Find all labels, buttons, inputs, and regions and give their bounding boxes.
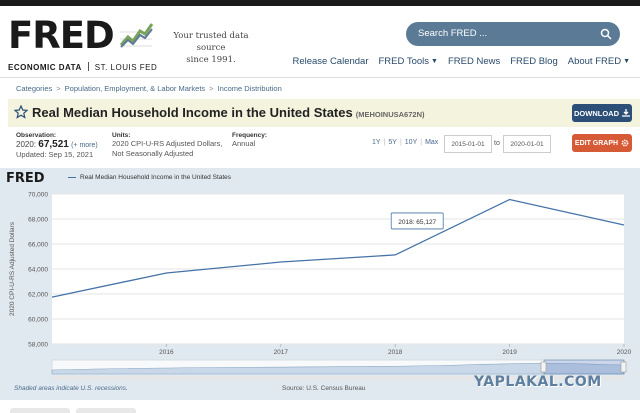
chevron-down-icon: ▼ bbox=[431, 58, 438, 65]
x-tick-label: 2018 bbox=[388, 349, 403, 356]
graph-panel: FRED Real Median Household Income in the… bbox=[0, 168, 640, 400]
date-to-label: to bbox=[494, 140, 500, 147]
legend-swatch bbox=[68, 177, 76, 178]
nav-fred-news[interactable]: FRED News bbox=[447, 56, 501, 67]
header-divider bbox=[0, 77, 640, 78]
logo-sub-right: ST. LOUIS FED bbox=[94, 63, 158, 72]
tagline: Your trusted data source since 1991. bbox=[160, 30, 262, 66]
x-tick-label: 2019 bbox=[502, 349, 517, 356]
breadcrumb-population[interactable]: Population, Employment, & Labor Markets bbox=[64, 84, 206, 93]
page-title: Real Median Household Income in the Unit… bbox=[32, 105, 424, 120]
navigator-scrollbar[interactable] bbox=[52, 376, 624, 380]
logo-subtitle: ECONOMIC DATA ST. LOUIS FED bbox=[8, 62, 157, 72]
gear-icon bbox=[621, 139, 629, 147]
search-input[interactable]: Search FRED ... bbox=[418, 28, 488, 39]
y-tick-label: 62,000 bbox=[28, 292, 48, 299]
search-bar[interactable]: Search FRED ... bbox=[406, 22, 620, 46]
updated-date: Updated: Sep 15, 2021 bbox=[16, 150, 94, 159]
range-separator: | bbox=[420, 139, 423, 146]
nav-fred-tools[interactable]: FRED Tools ▼ bbox=[379, 56, 438, 67]
y-tick-label: 70,000 bbox=[28, 192, 48, 199]
breadcrumb-income[interactable]: Income Distribution bbox=[217, 84, 282, 93]
main-nav: Release Calendar FRED Tools ▼ FRED News F… bbox=[292, 56, 630, 67]
breadcrumb-categories[interactable]: Categories bbox=[16, 84, 53, 93]
x-tick-label: 2016 bbox=[159, 349, 174, 356]
series-title: Real Median Household Income in the Unit… bbox=[32, 105, 353, 120]
frequency-label: Frequency: bbox=[232, 132, 268, 139]
x-tick-label: 2020 bbox=[617, 349, 632, 356]
navigator-selection bbox=[543, 359, 625, 375]
observation-date: 2020: bbox=[16, 140, 37, 149]
graph-legend: Real Median Household Income in the Unit… bbox=[68, 174, 231, 181]
edit-graph-label: EDIT GRAPH bbox=[574, 139, 619, 147]
observation-value: 67,521 bbox=[38, 139, 69, 150]
chevron-down-icon: ▼ bbox=[623, 58, 630, 65]
units-line1: 2020 CPI-U-RS Adjusted Dollars, bbox=[112, 139, 223, 148]
fred-logo[interactable]: FRED ECONOMIC DATA ST. LOUIS FED bbox=[8, 14, 157, 74]
breadcrumb-separator: > bbox=[209, 84, 214, 93]
units-block: Units: 2020 CPI-U-RS Adjusted Dollars, N… bbox=[112, 132, 222, 159]
y-tick-label: 64,000 bbox=[28, 267, 48, 274]
y-tick-label: 58,000 bbox=[28, 342, 48, 349]
series-title-bar: Real Median Household Income in the Unit… bbox=[8, 99, 640, 127]
logo-wordmark: FRED bbox=[8, 14, 115, 57]
range-separator: | bbox=[399, 139, 402, 146]
navigator-handle-right[interactable] bbox=[620, 361, 627, 373]
source-note: Source: U.S. Census Bureau bbox=[282, 385, 366, 392]
units-line2: Not Seasonally Adjusted bbox=[112, 149, 194, 158]
range-selector: 1Y | 5Y | 10Y | Max bbox=[372, 139, 438, 146]
top-strip bbox=[0, 0, 640, 6]
observation-label: Observation: bbox=[16, 132, 57, 139]
range-5y[interactable]: 5Y bbox=[388, 139, 397, 146]
observation-block: Observation: 2020: 67,521 (+ more) Updat… bbox=[16, 132, 98, 160]
series-id: (MEHOINUSA672N) bbox=[355, 110, 425, 119]
tooltip-text: 2018: 65,127 bbox=[398, 219, 436, 226]
nav-about-fred-label: About FRED bbox=[567, 56, 622, 67]
logo-sub-left: ECONOMIC DATA bbox=[8, 63, 82, 72]
range-1y[interactable]: 1Y bbox=[372, 139, 381, 146]
site-header: FRED ECONOMIC DATA ST. LOUIS FED Your tru… bbox=[0, 6, 640, 78]
breadcrumb-separator: > bbox=[56, 84, 61, 93]
range-max[interactable]: Max bbox=[425, 139, 439, 146]
navigator-handle-left[interactable] bbox=[540, 361, 547, 373]
x-tick-label: 2017 bbox=[274, 349, 289, 356]
y-tick-label: 66,000 bbox=[28, 242, 48, 249]
nav-release-calendar[interactable]: Release Calendar bbox=[292, 56, 369, 67]
range-10y[interactable]: 10Y bbox=[404, 139, 418, 146]
nav-fred-tools-label: FRED Tools bbox=[378, 56, 430, 67]
frequency-block: Frequency: Annual bbox=[232, 132, 267, 149]
breadcrumb: Categories > Population, Employment, & Lab… bbox=[16, 84, 282, 93]
download-button[interactable]: DOWNLOAD bbox=[572, 104, 632, 122]
watermark: YAPLAKAL.COM bbox=[474, 374, 602, 390]
footer-tab[interactable] bbox=[10, 408, 70, 413]
line-chart[interactable]: 58,000 60,000 62,000 64,000 66,000 68,000 70,0… bbox=[0, 168, 640, 400]
edit-graph-button[interactable]: EDIT GRAPH bbox=[572, 134, 632, 152]
tagline-line1: Your trusted data source bbox=[173, 31, 249, 53]
date-to-input[interactable]: 2020-01-01 bbox=[503, 135, 551, 153]
nav-about-fred[interactable]: About FRED ▼ bbox=[568, 56, 630, 67]
graph-fred-logo: FRED bbox=[6, 171, 45, 186]
observation-more-link[interactable]: (+ more) bbox=[71, 142, 98, 149]
range-separator: | bbox=[383, 139, 386, 146]
tooltip-box bbox=[390, 212, 444, 230]
recession-note: Shaded areas indicate U.S. recessions. bbox=[14, 385, 128, 392]
nav-fred-blog[interactable]: FRED Blog bbox=[510, 56, 558, 67]
y-tick-label: 60,000 bbox=[28, 317, 48, 324]
frequency-value: Annual bbox=[232, 139, 256, 148]
search-icon[interactable] bbox=[600, 28, 612, 40]
date-from-input[interactable]: 2015-01-01 bbox=[444, 135, 492, 153]
tagline-line2: since 1991. bbox=[186, 55, 236, 65]
footer-tab[interactable] bbox=[76, 408, 136, 413]
download-label: DOWNLOAD bbox=[574, 108, 619, 118]
legend-label: Real Median Household Income in the Unit… bbox=[80, 174, 232, 181]
logo-chart-icon bbox=[118, 20, 154, 50]
units-label: Units: bbox=[112, 132, 131, 139]
y-tick-label: 68,000 bbox=[28, 217, 48, 224]
download-icon bbox=[622, 109, 630, 117]
navigator-area bbox=[51, 363, 625, 375]
series-line bbox=[51, 198, 625, 298]
y-axis-label: 2020 CPI-U-RS Adjusted Dollars bbox=[9, 221, 16, 316]
star-icon[interactable] bbox=[14, 105, 28, 119]
observation-value-row: 2020: 67,521 (+ more) bbox=[16, 139, 98, 150]
